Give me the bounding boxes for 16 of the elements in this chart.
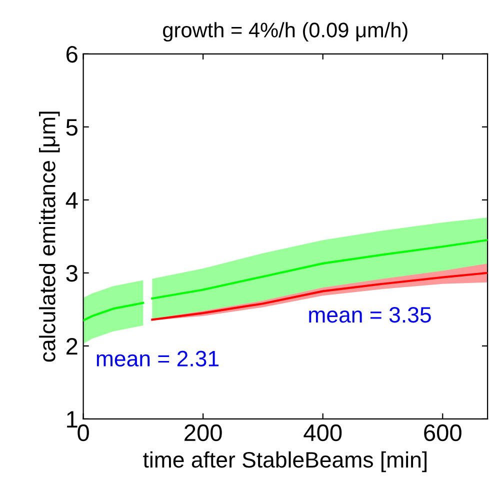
x-tick-label: 400 [304, 424, 342, 442]
y-tick-label: 1 [67, 411, 78, 428]
y-tick-label: 4 [66, 192, 78, 208]
annotation: mean = 2.31 [96, 350, 219, 367]
y-tick-label: 6 [66, 46, 78, 63]
y-tick-label: 2 [66, 338, 78, 354]
x-tick-label: 0 [78, 424, 89, 442]
annotation: mean = 3.35 [309, 306, 431, 323]
x-tick-label: 200 [184, 424, 222, 442]
y-axis-title: calculated emittance [μm] [39, 112, 60, 362]
x-tick-label: 600 [424, 424, 462, 442]
chart-title: growth = 4%/h (0.09 μm/h) [163, 22, 408, 42]
y-tick-label: 3 [66, 265, 78, 282]
x-axis-title: time after StableBeams [min] [143, 451, 426, 472]
y-tick-label: 5 [66, 119, 78, 136]
line-series [151, 272, 488, 321]
